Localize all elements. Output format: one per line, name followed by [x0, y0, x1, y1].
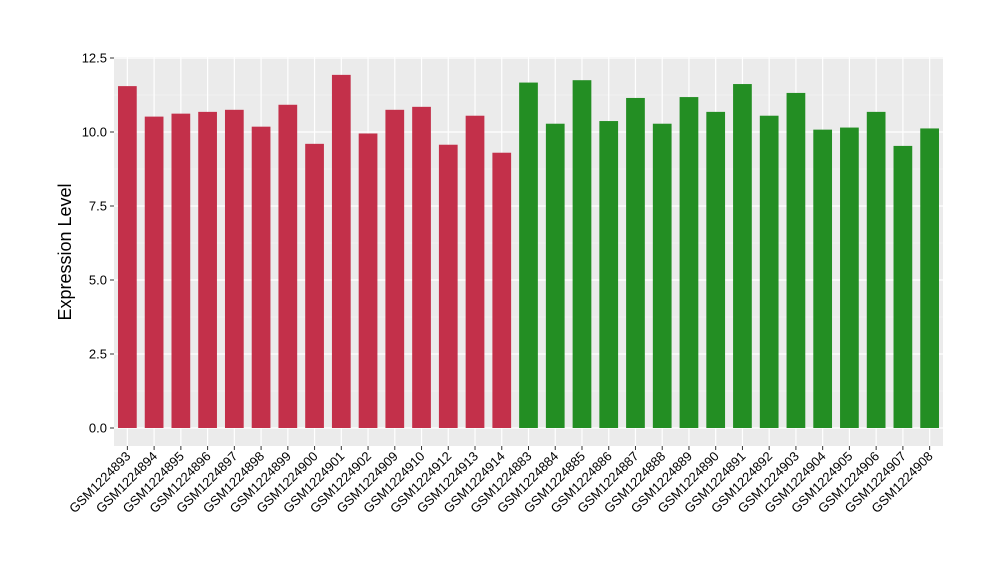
y-axis-title: Expression Level	[55, 183, 75, 320]
bar-GSM1224895	[171, 113, 191, 428]
bar-GSM1224885	[572, 80, 592, 428]
y-tick-label: 5.0	[89, 273, 107, 288]
y-tick-label: 12.5	[82, 51, 107, 66]
bar-GSM1224896	[198, 111, 217, 428]
bar-GSM1224912	[438, 144, 458, 428]
bar-GSM1224898	[251, 126, 271, 428]
bar-GSM1224894	[144, 116, 164, 428]
bar-GSM1224901	[331, 74, 351, 428]
bar-GSM1224903	[786, 92, 806, 428]
bar-GSM1224909	[385, 109, 405, 429]
y-tick-label: 2.5	[89, 347, 107, 362]
bar-GSM1224886	[599, 121, 619, 428]
x-axis: GSM1224893GSM1224894GSM1224895GSM1224896…	[66, 446, 936, 516]
bar-GSM1224905	[840, 127, 859, 428]
y-axis: 0.0 2.5 5.0 7.5 10.0 12.5	[82, 51, 114, 436]
bar-GSM1224907	[893, 145, 913, 429]
bar-GSM1224904	[813, 129, 833, 428]
y-tick-label: 0.0	[89, 421, 107, 436]
bar-GSM1224887	[626, 97, 645, 429]
bar-GSM1224888	[652, 123, 672, 428]
bar-GSM1224902	[358, 133, 378, 429]
bars	[118, 74, 939, 429]
bar-GSM1224900	[305, 143, 324, 428]
bar-GSM1224884	[545, 123, 565, 428]
bar-GSM1224890	[706, 111, 726, 428]
bar-GSM1224893	[118, 86, 137, 429]
bar-GSM1224908	[920, 128, 939, 428]
bar-GSM1224914	[492, 152, 512, 428]
bar-GSM1224891	[733, 84, 752, 428]
bar-GSM1224892	[759, 115, 779, 428]
y-tick-label: 7.5	[89, 199, 107, 214]
bar-GSM1224910	[412, 106, 431, 428]
bar-GSM1224899	[278, 104, 298, 428]
y-tick-label: 10.0	[82, 125, 107, 140]
bar-GSM1224889	[679, 97, 699, 429]
bar-GSM1224913	[465, 115, 485, 428]
bar-GSM1224883	[519, 82, 538, 429]
bar-GSM1224897	[224, 109, 244, 429]
bar-GSM1224906	[866, 111, 886, 428]
